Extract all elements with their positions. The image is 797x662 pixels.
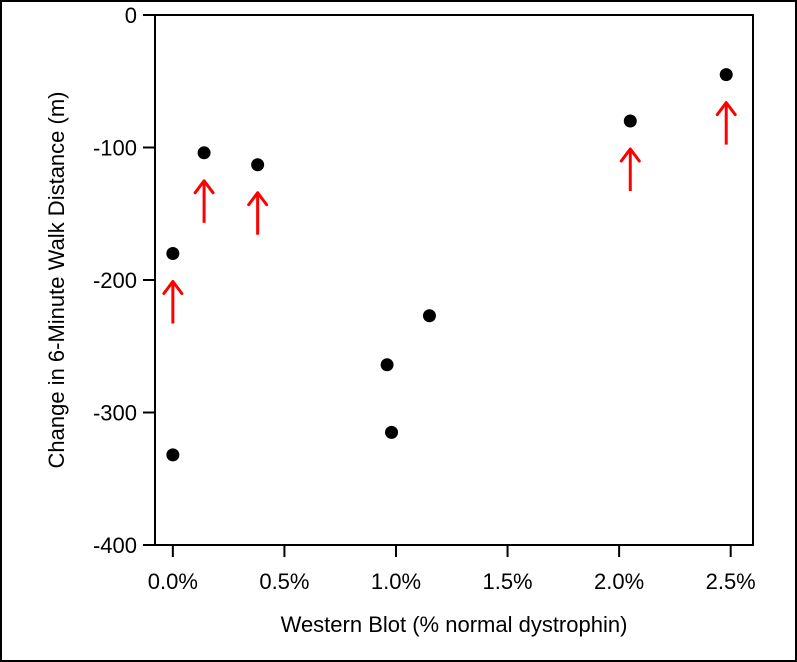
- y-axis: 0 -100 -200 -300 -400: [93, 3, 155, 558]
- y-tick-label: -100: [93, 136, 137, 161]
- x-tick-label: 0.5%: [259, 569, 309, 594]
- x-axis: 0.0% 0.5% 1.0% 1.5% 2.0% 2.5%: [148, 545, 756, 594]
- y-tick-label: -400: [93, 533, 137, 558]
- up-arrow-marker: [619, 147, 641, 191]
- data-point: [623, 114, 637, 128]
- data-point: [197, 146, 211, 160]
- y-axis-label: Change in 6-Minute Walk Distance (m): [44, 92, 69, 469]
- y-tick-label: 0: [125, 3, 137, 28]
- data-point: [719, 68, 733, 82]
- data-point: [385, 425, 399, 439]
- arrow-markers: [162, 101, 737, 324]
- y-tick-label: -300: [93, 401, 137, 426]
- x-tick-label: 0.0%: [148, 569, 198, 594]
- data-points: [166, 68, 733, 462]
- up-arrow-marker: [247, 191, 269, 235]
- data-point: [380, 358, 394, 372]
- up-arrow-marker: [715, 101, 737, 145]
- x-tick-label: 2.0%: [594, 569, 644, 594]
- data-point: [166, 448, 180, 462]
- plot-area-border: [154, 14, 754, 546]
- x-tick-label: 2.5%: [706, 569, 756, 594]
- x-tick-label: 1.5%: [482, 569, 532, 594]
- x-axis-label: Western Blot (% normal dystrophin): [281, 612, 628, 637]
- data-point: [422, 309, 436, 323]
- up-arrow-marker: [193, 179, 215, 223]
- x-tick-label: 1.0%: [371, 569, 421, 594]
- data-point: [166, 247, 180, 260]
- up-arrow-marker: [162, 280, 184, 324]
- data-point: [251, 158, 265, 172]
- y-tick-label: -200: [93, 268, 137, 293]
